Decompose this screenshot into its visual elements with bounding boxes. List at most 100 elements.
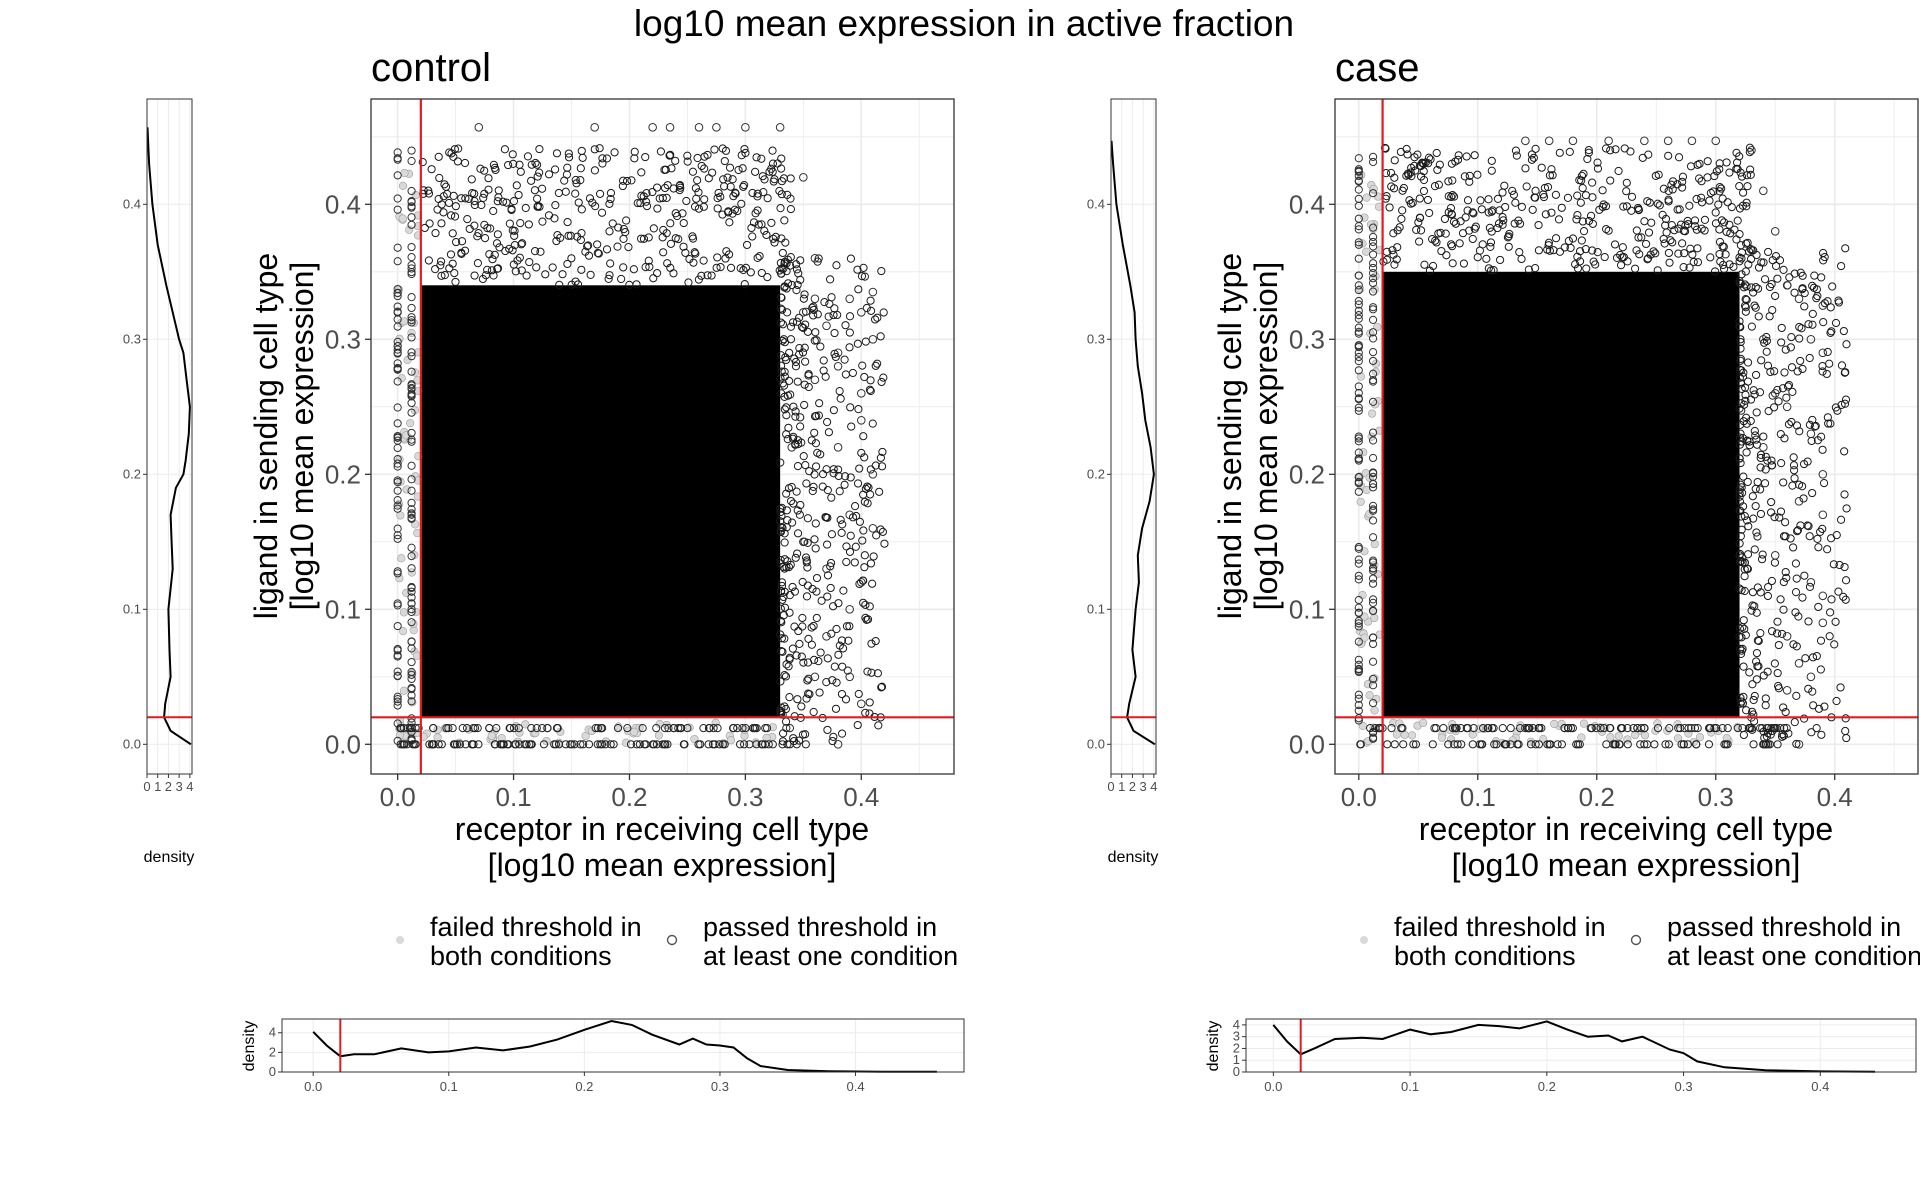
case-passed-point xyxy=(1389,250,1398,259)
case-passed-point xyxy=(1399,183,1408,193)
case-passed-point xyxy=(1629,724,1638,733)
case-passed-point xyxy=(1521,164,1530,173)
case-passed-point xyxy=(1813,534,1822,544)
control-passed-point xyxy=(871,636,880,646)
case-passed-point xyxy=(1750,301,1759,310)
control-passed-point xyxy=(660,724,670,733)
control-passed-point xyxy=(853,265,862,274)
case-passed-point xyxy=(1368,376,1378,385)
control-passed-point xyxy=(786,261,795,270)
case-passed-point xyxy=(1732,158,1742,167)
case-passed-point xyxy=(1825,359,1834,368)
case-passed-point xyxy=(1566,724,1576,733)
case-passed-point xyxy=(1588,219,1597,228)
control-passed-point xyxy=(776,677,785,686)
case-passed-point xyxy=(1440,214,1450,224)
case-passed-point xyxy=(1354,185,1363,194)
case-passed-point xyxy=(1473,170,1482,179)
case-passed-point xyxy=(1664,186,1673,196)
control-marginal-x-x-tick-label: 0.3 xyxy=(711,1079,729,1094)
control-passed-point xyxy=(793,695,802,704)
control-passed-point xyxy=(763,273,772,282)
control-passed-point xyxy=(577,146,586,156)
case-passed-point xyxy=(1782,573,1791,583)
case-passed-point xyxy=(1763,456,1772,465)
control-passed-point xyxy=(797,652,806,661)
case-failed-point xyxy=(1407,731,1417,740)
case-passed-point xyxy=(1739,368,1748,377)
control-failed-point xyxy=(407,568,416,577)
case-outlier-point xyxy=(1711,136,1721,146)
case-passed-point xyxy=(1368,328,1378,337)
control-passed-point xyxy=(407,552,416,561)
case-passed-point xyxy=(1752,408,1761,417)
control-passed-point xyxy=(807,436,816,445)
control-passed-point xyxy=(577,205,586,214)
control-passed-point xyxy=(795,350,804,359)
control-passed-point xyxy=(505,219,514,228)
case-passed-point xyxy=(1531,264,1540,273)
control-passed-point xyxy=(689,258,698,267)
control-passed-point xyxy=(492,239,502,248)
control-passed-point xyxy=(535,202,544,211)
case-passed-point xyxy=(1752,675,1761,684)
control-passed-point xyxy=(862,303,871,313)
case-passed-point xyxy=(1521,724,1530,733)
control-passed-point xyxy=(576,740,585,749)
case-marginal-x-axis-title: density xyxy=(1205,1021,1222,1072)
control-passed-point xyxy=(393,257,402,266)
case-passed-point xyxy=(1716,257,1725,266)
control-failed-point xyxy=(402,485,411,494)
case-passed-point xyxy=(1498,724,1507,733)
control-legend: failed threshold in both conditions pass… xyxy=(396,912,958,971)
control-passed-point xyxy=(468,188,477,198)
case-passed-point xyxy=(1489,724,1498,733)
control-passed-point xyxy=(619,263,628,272)
case-passed-point xyxy=(1700,226,1709,235)
case-passed-point xyxy=(1695,174,1704,183)
case-failed-point xyxy=(1606,733,1615,742)
control-passed-point xyxy=(789,432,798,441)
control-passed-point xyxy=(798,622,807,631)
case-passed-point xyxy=(1664,248,1673,258)
control-passed-point xyxy=(777,581,787,591)
case-passed-point xyxy=(1715,165,1724,174)
case-passed-point xyxy=(1420,260,1429,269)
case-passed-point xyxy=(1774,397,1783,406)
control-outlier-point xyxy=(845,510,854,520)
control-passed-point xyxy=(873,359,882,368)
control-passed-point xyxy=(809,621,818,631)
control-passed-point xyxy=(567,280,576,289)
case-passed-point xyxy=(1354,403,1363,412)
control-passed-point xyxy=(726,182,735,191)
control-dense-point-mass xyxy=(420,285,781,718)
control-y-axis-title-line1: ligand in sending cell type xyxy=(248,253,284,619)
case-passed-point xyxy=(1368,428,1378,437)
case-passed-point xyxy=(1665,724,1674,733)
case-passed-point xyxy=(1756,463,1765,472)
case-passed-point xyxy=(1782,393,1791,402)
control-passed-point xyxy=(824,428,833,437)
case-passed-point xyxy=(1368,278,1378,288)
case-passed-point xyxy=(1539,192,1549,202)
control-outlier-point xyxy=(856,578,866,587)
control-passed-point xyxy=(834,471,843,481)
control-passed-point xyxy=(782,430,791,439)
control-passed-point xyxy=(671,234,680,243)
control-passed-point xyxy=(823,486,832,495)
control-passed-point xyxy=(814,657,823,666)
control-passed-point xyxy=(868,579,877,588)
case-passed-point xyxy=(1368,506,1378,515)
control-passed-point xyxy=(781,672,791,681)
control-passed-point xyxy=(795,344,804,353)
control-passed-point xyxy=(810,336,819,345)
control-passed-point xyxy=(440,180,449,189)
control-passed-point xyxy=(693,153,702,163)
control-passed-point xyxy=(567,740,576,749)
case-passed-point xyxy=(1747,322,1756,331)
control-passed-point xyxy=(502,198,511,207)
control-passed-point xyxy=(494,186,503,195)
control-passed-point xyxy=(393,348,402,357)
case-passed-point xyxy=(1741,307,1750,316)
case-passed-point xyxy=(1622,187,1631,196)
